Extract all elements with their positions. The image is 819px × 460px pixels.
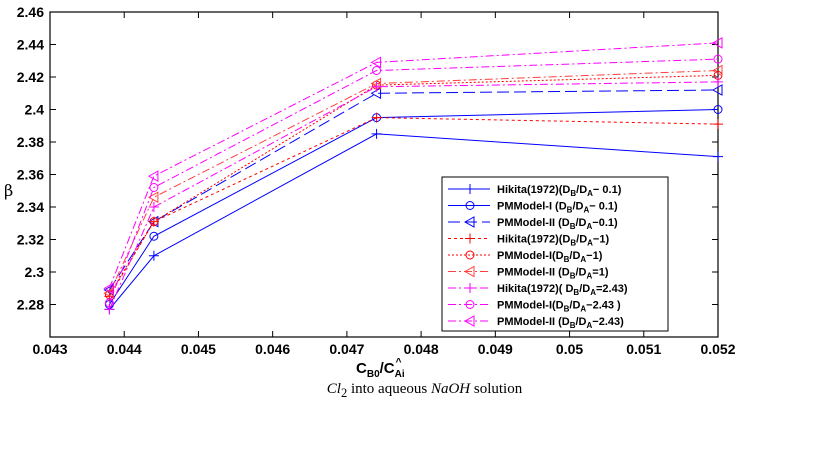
legend-marker xyxy=(463,265,475,278)
x-tick-label: 0.043 xyxy=(32,341,67,357)
data-point xyxy=(370,56,382,69)
legend-marker xyxy=(465,201,475,210)
y-tick-label: 2.42 xyxy=(17,69,44,85)
series-line xyxy=(108,42,719,289)
x-tick-label: 0.047 xyxy=(329,341,364,357)
legend-marker xyxy=(463,315,475,327)
data-point xyxy=(149,217,159,227)
legend-entry: PMModel-I (DB/DA− 0.1) xyxy=(497,201,618,215)
data-point xyxy=(103,282,114,295)
series-8 xyxy=(104,54,723,308)
data-point xyxy=(104,304,115,315)
series-line xyxy=(108,89,719,291)
series-line xyxy=(108,81,719,310)
y-tick-label: 2.4 xyxy=(25,102,45,118)
data-point xyxy=(371,81,382,92)
data-point xyxy=(711,37,723,49)
data-point xyxy=(713,54,723,64)
data-point xyxy=(713,105,723,114)
y-tick-label: 2.3 xyxy=(25,264,45,280)
x-tick-label: 0.052 xyxy=(700,341,735,357)
y-tick-label: 2.44 xyxy=(17,37,44,53)
x-axis-label: CB0/CAi^ xyxy=(356,357,405,380)
series-9 xyxy=(103,37,723,295)
legend-entry: Hikita(1972)( DB/DA=2.43) xyxy=(497,283,628,297)
y-tick-label: 2.36 xyxy=(17,167,44,183)
legend-entry: PMModel-I(DB/DA−2.43 ) xyxy=(497,300,621,314)
y-tick-label: 2.28 xyxy=(17,297,44,313)
x-tick-label: 0.045 xyxy=(181,341,216,357)
legend-entry: PMModel-I(DB/DA−1) xyxy=(497,250,603,264)
legend-entry: PMModel-II (DB/DA=1) xyxy=(497,267,609,281)
legend-marker xyxy=(465,184,475,194)
x-tick-label: 0.05 xyxy=(556,341,583,357)
figure-caption: Cl2 into aqueous NaOH solution xyxy=(326,381,523,400)
y-tick-label: 2.38 xyxy=(17,134,44,150)
x-tick-label: 0.049 xyxy=(478,341,513,357)
data-point xyxy=(147,170,159,182)
y-axis-label: β xyxy=(4,181,13,200)
x-tick-label: 0.046 xyxy=(255,341,290,357)
series-line xyxy=(108,58,719,304)
legend-entry: Hikita(1972)(DB/DA−1) xyxy=(497,234,609,248)
legend-marker xyxy=(463,216,475,228)
legend: Hikita(1972)(DB/DA− 0.1) PMModel-I (DB/DA… xyxy=(441,176,669,332)
data-point xyxy=(711,64,723,77)
legend-entry: PMModel-II (DB/DA−2.43) xyxy=(497,316,624,330)
data-point xyxy=(372,66,382,75)
series-line xyxy=(108,133,719,310)
data-point xyxy=(148,250,159,261)
y-tick-label: 2.34 xyxy=(17,199,44,215)
y-tick-label: 2.32 xyxy=(17,232,44,248)
data-point xyxy=(149,231,159,241)
legend-marker xyxy=(465,283,475,293)
data-point xyxy=(371,128,382,139)
y-tick-label: 2.46 xyxy=(17,4,44,20)
data-point xyxy=(371,112,382,123)
data-point xyxy=(147,191,159,204)
series-line xyxy=(108,74,719,296)
legend-marker xyxy=(465,300,475,309)
data-point xyxy=(713,119,723,130)
legend-marker xyxy=(465,250,475,260)
legend-entry: Hikita(1972)(DB/DA− 0.1) xyxy=(497,184,622,198)
legend-entry: PMModel-II (DB/DA−0.1) xyxy=(497,217,618,231)
data-point xyxy=(104,298,114,308)
axes: 0.043 0.044 0.045 0.046 0.047 0.048 0.049 0.05 0… xyxy=(17,4,736,357)
data-point xyxy=(713,76,723,87)
series-line xyxy=(108,109,719,305)
series-line xyxy=(108,70,719,294)
legend-marker xyxy=(465,233,475,244)
x-tick-label: 0.044 xyxy=(107,341,142,357)
legend-box xyxy=(441,176,669,332)
x-tick-label: 0.051 xyxy=(626,341,661,357)
data-point xyxy=(713,151,723,162)
data-point xyxy=(148,202,159,212)
series-group xyxy=(103,37,723,315)
x-tick-label: 0.048 xyxy=(404,341,439,357)
data-point xyxy=(711,84,723,96)
series-7 xyxy=(104,76,723,315)
